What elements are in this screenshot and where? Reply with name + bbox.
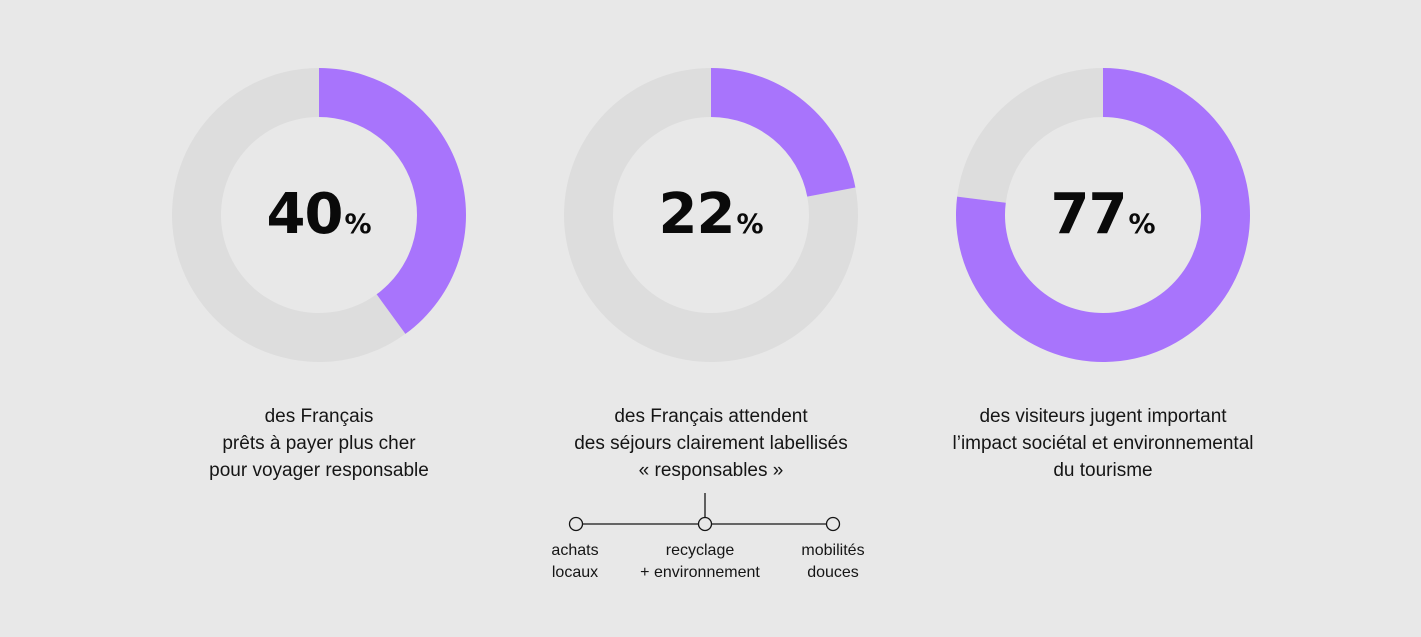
timeline-dot-recyclage: [697, 516, 713, 532]
sub-label-line: recyclage: [665, 542, 735, 559]
sub-label-achats: achats locaux: [551, 540, 598, 584]
caption-line: des Français: [264, 406, 374, 427]
sub-label-mobilites: mobilités douces: [801, 540, 864, 584]
caption-line: des visiteurs jugent important: [979, 406, 1227, 427]
value-number: 22: [658, 182, 736, 247]
donut-slice-value: [956, 68, 1250, 362]
donut-slice-value: [319, 68, 466, 334]
donut-chart-77: [956, 68, 1250, 362]
donut-slice-remaining: [564, 68, 858, 362]
caption-40: des Français prêts à payer plus cher pou…: [139, 403, 499, 484]
sub-label-recyclage: recyclage + environnement: [640, 540, 760, 584]
donut-chart-22: [564, 68, 858, 362]
value-unit: %: [1128, 209, 1156, 240]
caption-77: des visiteurs jugent important l’impact …: [923, 403, 1283, 484]
value-unit: %: [736, 209, 764, 240]
sub-label-line: + environnement: [640, 564, 760, 581]
timeline-dot-mobilites: [825, 516, 841, 532]
value-unit: %: [344, 209, 372, 240]
donut-block-22: 22% des Français attendent des séjours c…: [531, 68, 891, 488]
sub-label-line: mobilités: [801, 542, 865, 559]
donut-slice-remaining: [172, 68, 406, 362]
donut-slice-remaining: [957, 68, 1103, 203]
donut-chart-40: [172, 68, 466, 362]
value-label-22: 22%: [564, 182, 858, 258]
sub-label-line: locaux: [551, 564, 599, 581]
donut-block-40: 40% des Français prêts à payer plus cher…: [139, 68, 499, 488]
donut-slice-value: [711, 68, 856, 197]
caption-line: prêts à payer plus cher: [222, 433, 416, 454]
caption-22: des Français attendent des séjours clair…: [531, 403, 891, 484]
timeline-dot-achats: [568, 516, 584, 532]
sub-label-line: douces: [807, 564, 859, 581]
value-label-40: 40%: [172, 182, 466, 258]
donut-block-77: 77% des visiteurs jugent important l’imp…: [923, 68, 1283, 488]
caption-line: du tourisme: [1053, 460, 1153, 481]
caption-line: des séjours clairement labellisés: [574, 433, 848, 454]
caption-line: l’impact sociétal et environnemental: [952, 433, 1254, 454]
sub-label-line: achats: [551, 542, 599, 559]
caption-line: « responsables »: [638, 460, 784, 481]
value-number: 40: [266, 182, 344, 247]
sub-criteria-timeline: [568, 493, 841, 532]
caption-line: des Français attendent: [614, 406, 808, 427]
value-label-77: 77%: [956, 182, 1250, 258]
caption-line: pour voyager responsable: [209, 460, 429, 481]
value-number: 77: [1050, 182, 1128, 247]
